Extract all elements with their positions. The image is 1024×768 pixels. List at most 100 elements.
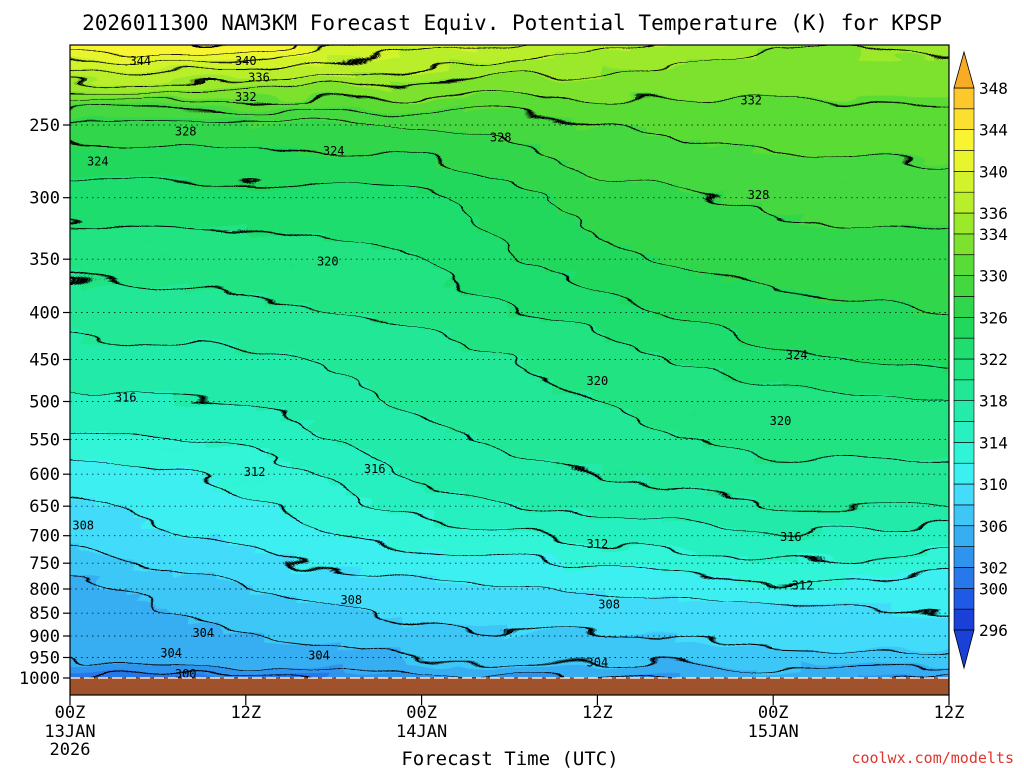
fill-cell — [938, 468, 949, 480]
fill-cell — [96, 546, 113, 558]
fill-cell — [570, 137, 587, 148]
fill-cell — [877, 429, 894, 441]
colorbar-label: 326 — [979, 308, 1008, 327]
fill-cell — [96, 381, 113, 392]
fill-cell — [126, 410, 143, 421]
fill-cell — [616, 410, 633, 421]
fill-cell — [769, 45, 786, 51]
fill-cell — [157, 498, 174, 509]
fill-cell — [417, 195, 434, 207]
fill-cell — [96, 624, 113, 636]
fill-cell — [861, 283, 878, 294]
fill-cell — [555, 507, 572, 519]
fill-cell — [616, 283, 633, 294]
isotherm-332K — [70, 94, 949, 104]
fill-cell — [555, 439, 572, 451]
fill-cell — [141, 381, 158, 392]
fill-cell — [141, 303, 158, 314]
fill-cell — [785, 615, 802, 626]
fill-cell — [708, 537, 725, 548]
fill-cell — [739, 244, 756, 255]
fill-cell — [448, 107, 465, 119]
fill-cell — [632, 342, 649, 353]
fill-cell — [463, 507, 480, 519]
fill-cell — [586, 107, 603, 119]
fill-cell — [831, 224, 848, 236]
fill-cell — [632, 527, 649, 538]
contour-label: 308 — [72, 518, 94, 532]
fill-cell — [785, 88, 802, 99]
fill-cell — [264, 195, 281, 207]
fill-cell — [769, 585, 786, 597]
fill-cell — [509, 615, 526, 626]
fill-cell — [387, 605, 404, 616]
fill-cell — [310, 449, 327, 460]
fill-cell — [739, 449, 756, 460]
fill-cell — [846, 459, 863, 470]
fill-cell — [203, 254, 220, 265]
fill-cell — [203, 244, 220, 255]
colorbar-bin-324 — [953, 316, 975, 339]
fill-cell — [708, 244, 725, 255]
fill-cell — [892, 176, 909, 187]
fill-cell — [769, 644, 786, 656]
fill-cell — [203, 634, 220, 646]
fill-cell — [478, 166, 495, 177]
fill-cell — [708, 49, 725, 60]
fill-cell — [555, 400, 572, 412]
fill-cell — [632, 283, 649, 294]
fill-cell — [417, 371, 434, 382]
fill-cell — [616, 332, 633, 343]
fill-cell — [570, 342, 587, 353]
fill-cell — [524, 546, 541, 558]
fill-cell — [540, 156, 557, 168]
fill-cell — [325, 605, 342, 616]
fill-cell — [310, 654, 327, 665]
colorbar-bin-346 — [953, 87, 975, 110]
fill-cell — [157, 312, 174, 324]
fill-cell — [295, 478, 312, 490]
x-tick-label: 00Z — [758, 703, 789, 723]
fill-cell — [96, 49, 113, 60]
fill-cell — [218, 361, 235, 373]
fill-cell — [402, 234, 419, 246]
fill-cell — [233, 654, 250, 665]
fill-cell — [555, 332, 572, 343]
fill-cell — [800, 303, 817, 314]
fill-cell — [831, 332, 848, 343]
fill-cell — [877, 566, 894, 577]
fill-cell — [632, 166, 649, 177]
fill-cell — [356, 322, 373, 334]
fill-cell — [402, 45, 419, 51]
fill-cell — [540, 576, 557, 587]
fill-cell — [586, 176, 603, 187]
fill-cell — [448, 390, 465, 402]
fill-cell — [233, 381, 250, 392]
fill-cell — [463, 644, 480, 656]
x-axis-label: Forecast Time (UTC) — [401, 748, 618, 768]
fill-cell — [80, 498, 97, 509]
fill-cell — [632, 546, 649, 558]
fill-cell — [417, 400, 434, 412]
colorbar-label: 344 — [979, 121, 1008, 140]
fill-cell — [601, 156, 618, 168]
fill-cell — [249, 361, 266, 373]
fill-cell — [861, 390, 878, 402]
fill-cell — [877, 449, 894, 460]
fill-cell — [601, 263, 618, 275]
fill-cell — [203, 234, 220, 246]
fill-cell — [754, 303, 771, 314]
fill-cell — [938, 546, 949, 558]
fill-cell — [708, 273, 725, 285]
fill-cell — [402, 351, 419, 363]
fill-cell — [800, 166, 817, 177]
credit-text[interactable]: coolwx.com/modelts — [851, 749, 1014, 767]
fill-cell — [785, 537, 802, 548]
fill-cell — [861, 429, 878, 441]
fill-cell — [846, 351, 863, 363]
fill-cell — [233, 224, 250, 236]
fill-cell — [524, 488, 541, 499]
fill-cell — [678, 420, 695, 431]
fill-cell — [708, 449, 725, 460]
